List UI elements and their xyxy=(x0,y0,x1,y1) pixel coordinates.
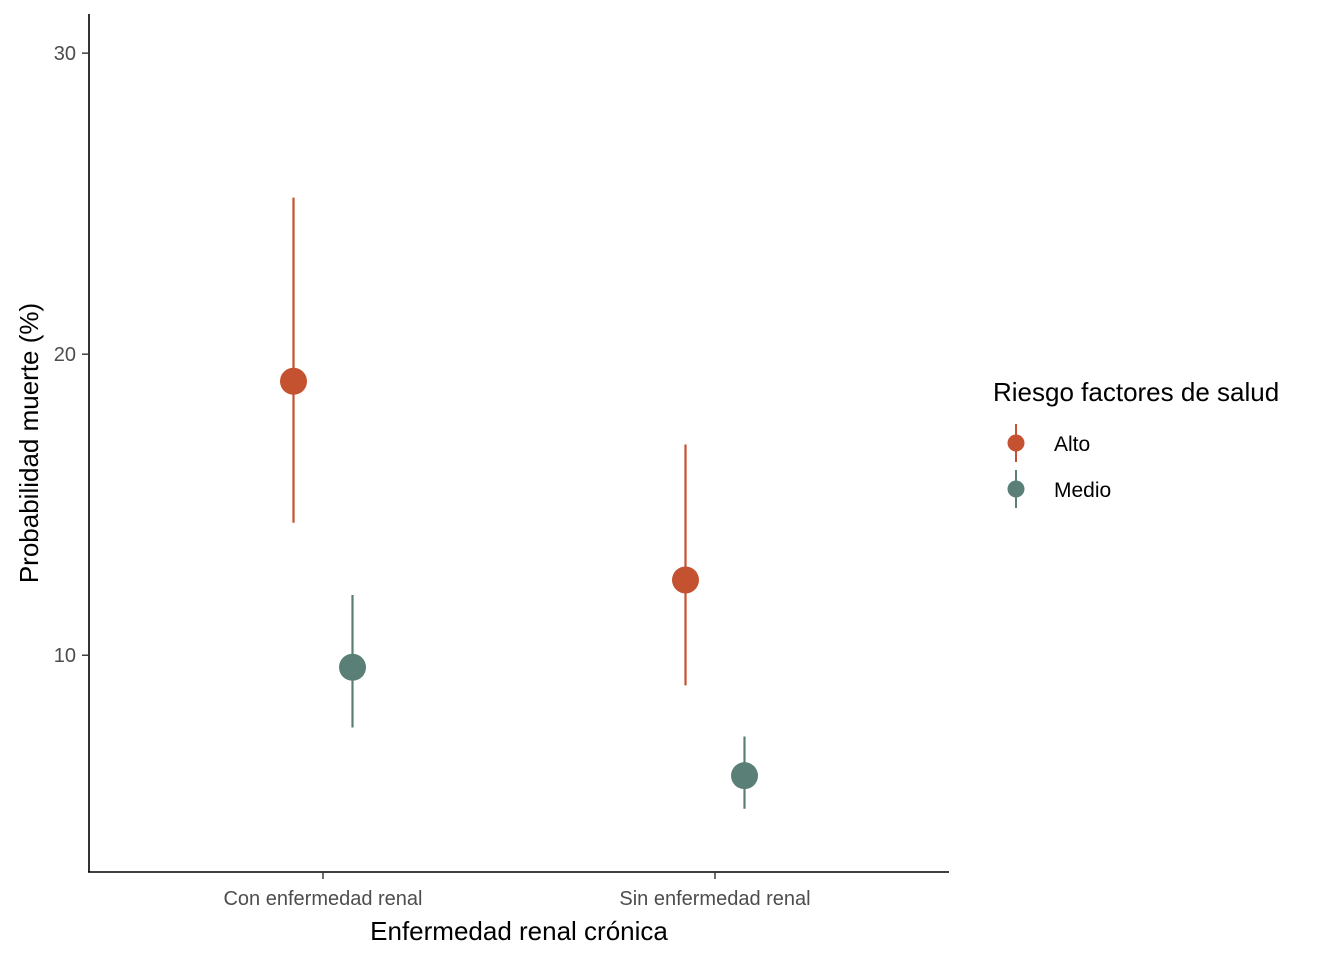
legend-items: Alto Medio xyxy=(1007,424,1111,508)
data-point-alto xyxy=(280,367,307,395)
legend: Riesgo factores de salud Alto Medio xyxy=(993,377,1279,508)
legend-title: Riesgo factores de salud xyxy=(993,377,1279,407)
data-point-alto xyxy=(672,566,699,594)
legend-label-alto: Alto xyxy=(1054,433,1090,456)
y-tick-label: 30 xyxy=(54,43,76,65)
data-point-medio xyxy=(339,653,366,681)
y-tick-label: 20 xyxy=(54,344,76,366)
data-point-medio xyxy=(731,762,758,790)
legend-label-medio: Medio xyxy=(1054,479,1111,502)
legend-key-point-medio xyxy=(1007,480,1025,498)
y-tick-label: 10 xyxy=(54,645,76,667)
y-axis-title: Probabilidad muerte (%) xyxy=(14,303,44,583)
x-axis-ticks: Con enfermedad renal Sin enfermedad renal xyxy=(223,872,811,910)
plot-panel: 10 20 30 Con enfermedad renal Sin enfermeda… xyxy=(54,14,949,910)
x-tick-label: Con enfermedad renal xyxy=(223,888,422,910)
chart-marks xyxy=(280,197,758,809)
x-tick-label: Sin enfermedad renal xyxy=(619,888,810,910)
x-axis-title: Enfermedad renal crónica xyxy=(370,916,668,946)
legend-key-point-alto xyxy=(1007,434,1025,452)
y-axis-ticks: 10 20 30 xyxy=(54,43,89,667)
